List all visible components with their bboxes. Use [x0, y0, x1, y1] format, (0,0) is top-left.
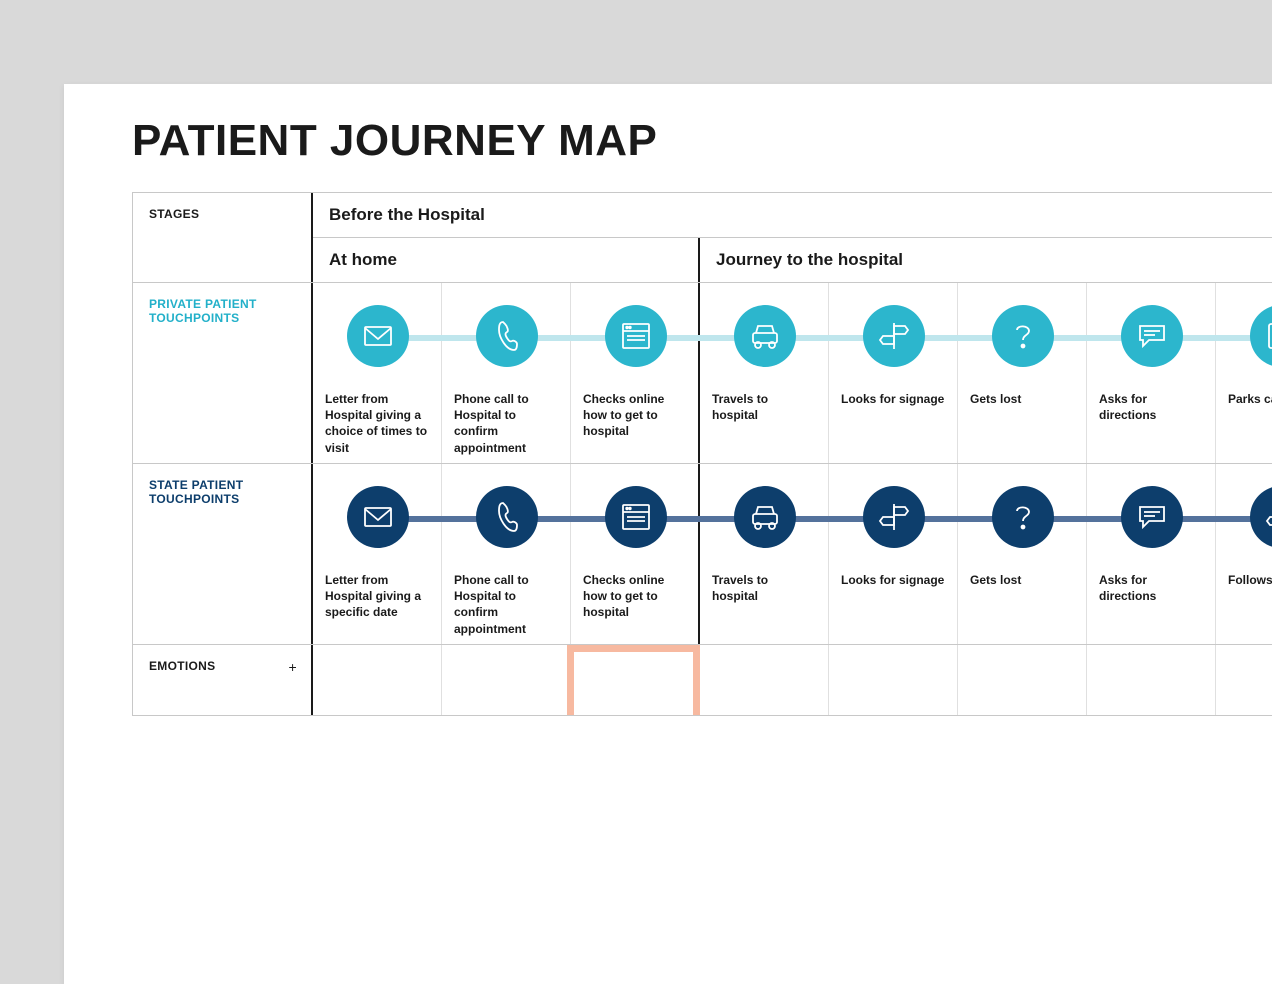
touchpoint-label: Asks for directions — [1099, 391, 1203, 423]
page-title: PATIENT JOURNEY MAP — [132, 116, 657, 166]
touchpoint-cell: Asks for directions — [1087, 283, 1216, 463]
touchpoint-cell: Travels to hospital — [700, 283, 829, 463]
touchpoint-cell: Checks online how to get to hospital — [571, 464, 700, 644]
touchpoint-label: Travels to hospital — [712, 572, 816, 604]
touchpoint-label: Phone call to Hospital to confirm appoin… — [454, 391, 558, 456]
private-track: Letter from Hospital giving a choice of … — [313, 283, 1272, 463]
state-track: Letter from Hospital giving a specific d… — [313, 464, 1272, 644]
touchpoint-cell: Gets lost — [958, 283, 1087, 463]
touchpoint-cell: Checks online how to get to hospital — [571, 283, 700, 463]
touchpoint-cell: Phone call to Hospital to confirm appoin… — [442, 464, 571, 644]
expand-icon[interactable]: + — [289, 659, 297, 675]
emotion-highlight — [567, 645, 700, 715]
emotion-cell — [1216, 645, 1272, 715]
emotions-label-text: EMOTIONS — [149, 659, 215, 673]
touchpoint-label: Gets lost — [970, 572, 1074, 588]
private-label: PRIVATE PATIENT TOUCHPOINTS — [133, 283, 313, 463]
question-icon — [992, 486, 1054, 548]
signpost-icon — [1250, 486, 1272, 548]
emotion-cell — [313, 645, 442, 715]
touchpoint-cell: Looks for signage — [829, 464, 958, 644]
touchpoint-label: Letter from Hospital giving a specific d… — [325, 572, 429, 621]
speech-icon — [1121, 486, 1183, 548]
touchpoint-label: Looks for signage — [841, 572, 945, 588]
substage-headers: At home Journey to the hospital — [313, 237, 1272, 282]
touchpoint-label: Gets lost — [970, 391, 1074, 407]
emotion-cell — [829, 645, 958, 715]
stages-row: STAGES Before the Hospital At home Journ… — [133, 193, 1272, 283]
touchpoint-cell: Parks ca — [1216, 283, 1272, 463]
touchpoint-cell: Travels to hospital — [700, 464, 829, 644]
touchpoint-label: Letter from Hospital giving a choice of … — [325, 391, 429, 456]
touchpoint-cell: Letter from Hospital giving a specific d… — [313, 464, 442, 644]
touchpoint-label: Travels to hospital — [712, 391, 816, 423]
touchpoint-label: Looks for signage — [841, 391, 945, 407]
journey-map-canvas: PATIENT JOURNEY MAP STAGES Before the Ho… — [64, 84, 1272, 984]
private-row: PRIVATE PATIENT TOUCHPOINTS Letter from … — [133, 283, 1272, 464]
touchpoint-cell: Follows — [1216, 464, 1272, 644]
touchpoint-label: Asks for directions — [1099, 572, 1203, 604]
emotions-row: EMOTIONS + — [133, 645, 1272, 715]
browser-icon — [605, 486, 667, 548]
car-icon — [734, 305, 796, 367]
state-row: STATE PATIENT TOUCHPOINTS Letter from Ho… — [133, 464, 1272, 645]
car-icon — [734, 486, 796, 548]
touchpoint-cell: Phone call to Hospital to confirm appoin… — [442, 283, 571, 463]
emotion-cell — [442, 645, 571, 715]
touchpoint-label: Phone call to Hospital to confirm appoin… — [454, 572, 558, 637]
journey-grid: STAGES Before the Hospital At home Journ… — [132, 192, 1272, 716]
touchpoint-cell: Gets lost — [958, 464, 1087, 644]
phone-icon — [476, 305, 538, 367]
emotion-cell — [958, 645, 1087, 715]
emotions-label: EMOTIONS + — [133, 645, 313, 715]
substage-journey: Journey to the hospital — [700, 238, 1272, 282]
browser-icon — [605, 305, 667, 367]
speech-icon — [1121, 305, 1183, 367]
question-icon — [992, 305, 1054, 367]
touchpoint-label: Checks online how to get to hospital — [583, 572, 686, 621]
touchpoint-cell: Looks for signage — [829, 283, 958, 463]
state-label: STATE PATIENT TOUCHPOINTS — [133, 464, 313, 644]
stages-area: Before the Hospital At home Journey to t… — [313, 193, 1272, 282]
signpost-icon — [863, 486, 925, 548]
parking-icon — [1250, 305, 1272, 367]
stages-label: STAGES — [133, 193, 313, 282]
touchpoint-label: Follows — [1228, 572, 1272, 588]
emotion-cell — [700, 645, 829, 715]
signpost-icon — [863, 305, 925, 367]
emotion-cell — [1087, 645, 1216, 715]
touchpoint-cell: Letter from Hospital giving a choice of … — [313, 283, 442, 463]
mail-icon — [347, 305, 409, 367]
emotions-area — [313, 645, 1272, 715]
substage-at-home: At home — [313, 238, 700, 282]
mail-icon — [347, 486, 409, 548]
stage-header: Before the Hospital — [313, 193, 1272, 237]
touchpoint-label: Parks ca — [1228, 391, 1272, 407]
touchpoint-cell: Asks for directions — [1087, 464, 1216, 644]
phone-icon — [476, 486, 538, 548]
touchpoint-label: Checks online how to get to hospital — [583, 391, 686, 440]
